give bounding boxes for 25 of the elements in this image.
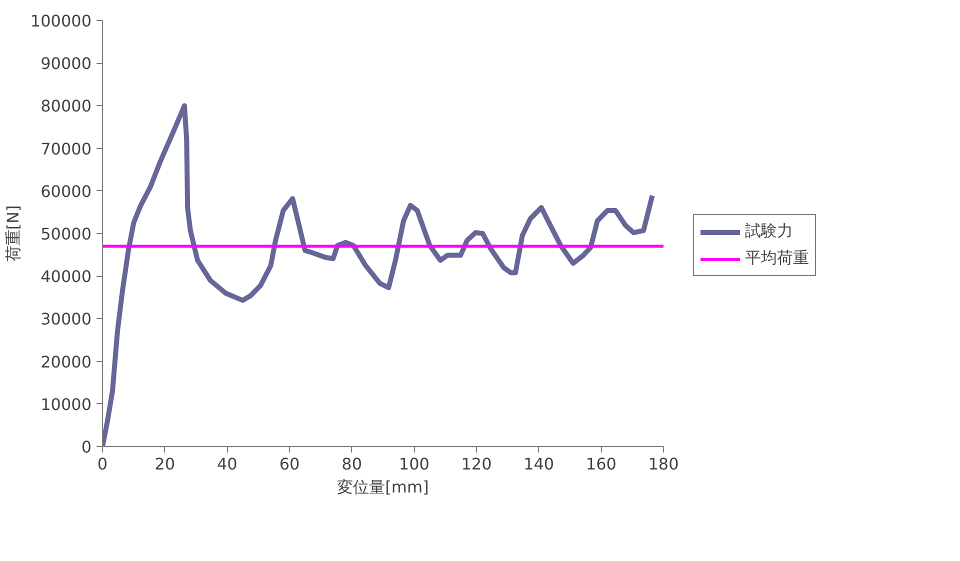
x-tick-label: 60 [279,454,300,474]
y-tick-label: 0 [81,438,92,456]
y-axis-title: 荷重[N] [3,205,22,262]
x-tick-label: 0 [97,454,108,474]
y-tick-label: 60000 [40,182,92,201]
x-tick-label: 120 [461,454,492,474]
y-tick-label: 80000 [40,96,92,116]
y-tick-label: 100000 [30,12,92,30]
legend-label: 平均荷重 [745,248,809,269]
x-tick-label: 100 [398,454,430,474]
y-tick-label: 10000 [40,394,92,414]
y-tick-label: 20000 [40,352,92,372]
y-tick-label: 70000 [40,139,92,158]
x-tick-label: 140 [524,454,554,474]
y-tick-label: 50000 [40,224,92,244]
x-tick-label: 160 [586,454,616,474]
x-tick-label: 80 [342,454,362,474]
y-tick-label: 90000 [40,54,92,74]
y-tick-label: 30000 [40,310,92,329]
x-axis-title: 変位量[mm] [337,478,429,496]
x-tick-label: 20 [154,454,176,474]
legend-label: 試験力 [745,221,793,242]
x-tick-label: 40 [216,454,238,474]
x-tick-label: 180 [648,454,679,474]
y-tick-label: 40000 [40,267,92,286]
